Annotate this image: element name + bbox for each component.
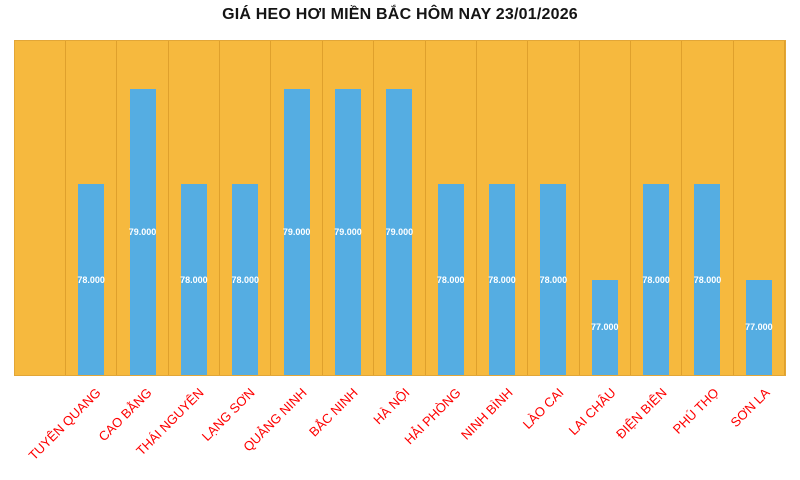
category-column: 78.000 [631,41,683,375]
bar-value-label: 78.000 [539,274,568,285]
bar-value-label: 78.000 [693,274,722,285]
plot-left-padding [15,41,66,375]
bar: 79.000 [385,88,414,375]
bar-value-label: 79.000 [385,226,414,237]
category-column: 79.000 [271,41,323,375]
bar: 79.000 [282,88,311,375]
bar: 79.000 [334,88,362,375]
bar: 78.000 [693,184,722,375]
bar-value-label: 78.000 [180,274,208,285]
category-column: 79.000 [374,41,426,375]
category-column: 79.000 [323,41,375,375]
category-column: 78.000 [682,41,734,375]
chart-title: GIÁ HEO HƠI MIỀN BẮC HÔM NAY 23/01/2026 [222,6,578,23]
bar-value-label: 77.000 [591,322,619,333]
category-column: 77.000 [734,41,786,375]
plot-area: 78.000 79.000 78.000 78.000 79.000 79.000 79.0… [14,40,786,376]
category-column: 79.000 [117,41,169,375]
category-column: 78.000 [66,41,118,375]
bar: 78.000 [488,184,516,375]
category-column: 78.000 [169,41,221,375]
category-column: 78.000 [477,41,529,375]
category-column: 78.000 [220,41,272,375]
bar-value-label: 79.000 [282,226,311,237]
bar: 77.000 [591,279,619,375]
bar: 78.000 [436,184,465,375]
bar: 77.000 [745,279,773,375]
category-label: TUYÊN QUANG [25,385,104,464]
bar: 78.000 [77,184,105,375]
x-axis-labels: TUYÊN QUANG CAO BẰNG THÁI NGUYÊN LẠNG SƠN QU… [14,377,786,480]
bar: 79.000 [128,88,157,375]
bar: 78.000 [539,184,568,375]
bar-value-label: 79.000 [128,226,157,237]
bar-value-label: 78.000 [488,274,516,285]
bar-value-label: 79.000 [334,226,362,237]
category-column: 78.000 [426,41,477,375]
bar-value-label: 78.000 [436,274,465,285]
bar-value-label: 78.000 [77,274,105,285]
bar-value-label: 77.000 [745,322,773,333]
bar: 78.000 [642,184,670,375]
bar: 78.000 [231,184,260,375]
category-column: 78.000 [528,41,580,375]
bar-value-label: 78.000 [642,274,670,285]
bar-value-label: 78.000 [231,274,260,285]
bar: 78.000 [180,184,208,375]
category-column: 77.000 [580,41,631,375]
